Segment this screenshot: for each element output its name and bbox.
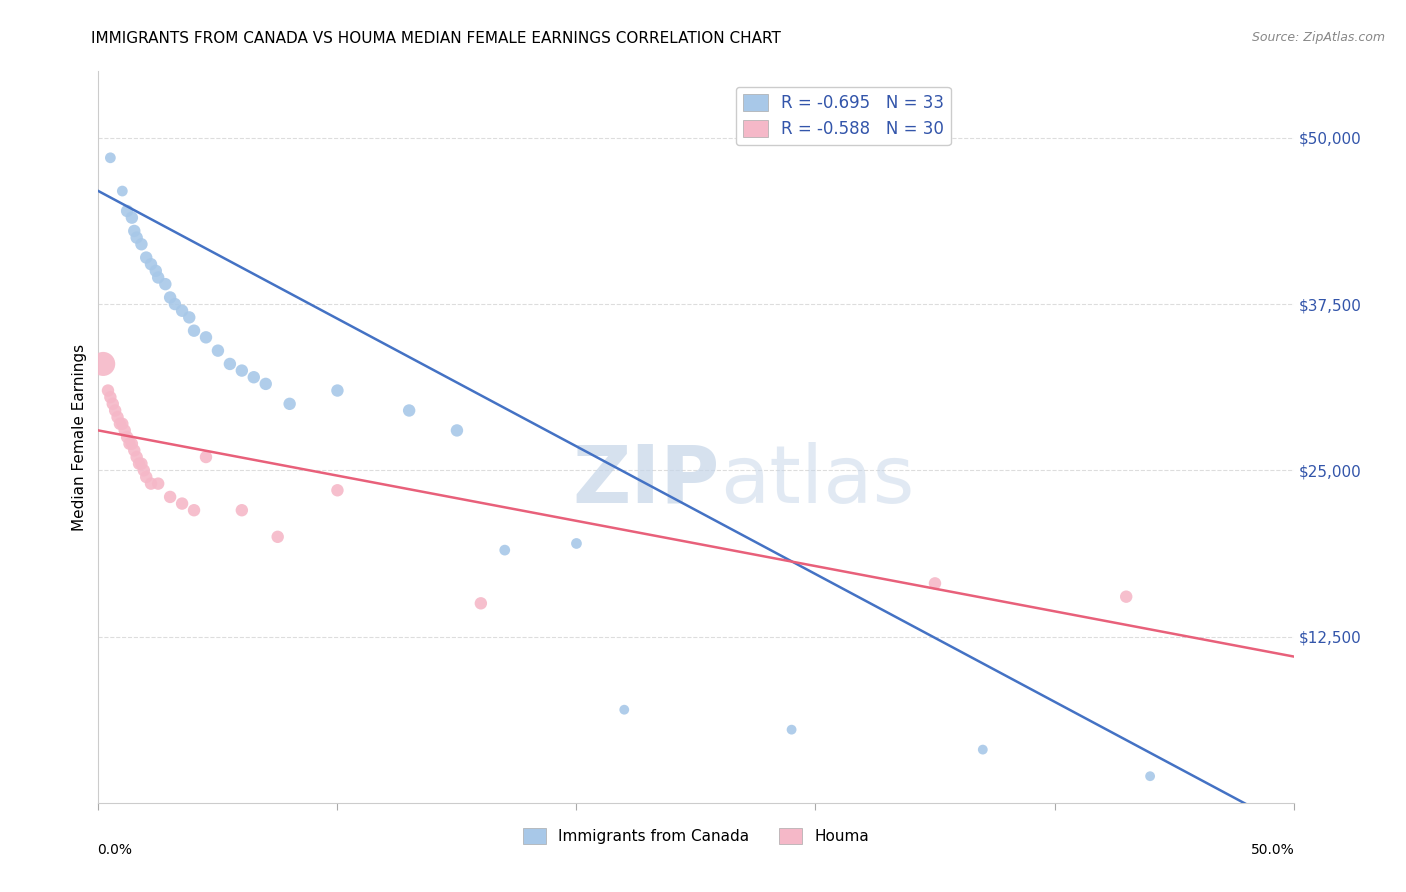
Point: [183, 503, 205, 517]
Point: [172, 303, 194, 318]
Point: [131, 237, 153, 252]
Text: atlas: atlas: [720, 442, 914, 520]
Text: Source: ZipAtlas.com: Source: ZipAtlas.com: [1251, 31, 1385, 45]
Point: [179, 310, 201, 325]
Point: [195, 330, 218, 344]
Point: [124, 443, 146, 458]
Point: [231, 363, 253, 377]
Point: [1139, 769, 1161, 783]
Point: [470, 596, 492, 610]
Point: [183, 324, 205, 338]
Point: [145, 264, 167, 278]
Point: [231, 503, 253, 517]
Point: [111, 417, 134, 431]
Point: [132, 463, 155, 477]
Point: [107, 410, 129, 425]
Point: [565, 536, 588, 550]
Point: [398, 403, 420, 417]
Point: [104, 403, 127, 417]
Point: [121, 436, 143, 450]
Point: [98, 151, 122, 165]
Point: [118, 436, 141, 450]
Point: [108, 417, 131, 431]
Point: [1115, 590, 1137, 604]
Point: [243, 370, 266, 384]
Point: [278, 397, 301, 411]
Text: 0.0%: 0.0%: [97, 843, 132, 857]
Point: [114, 424, 136, 438]
Point: [128, 457, 150, 471]
Point: [148, 476, 170, 491]
Point: [219, 357, 242, 371]
Point: [135, 251, 157, 265]
Point: [135, 470, 157, 484]
Point: [446, 424, 468, 438]
Point: [163, 297, 186, 311]
Point: [613, 703, 636, 717]
Point: [159, 490, 181, 504]
Point: [326, 483, 349, 498]
Point: [155, 277, 177, 292]
Point: [267, 530, 290, 544]
Point: [780, 723, 803, 737]
Point: [148, 270, 170, 285]
Point: [97, 384, 120, 398]
Point: [326, 384, 349, 398]
Point: [494, 543, 516, 558]
Point: [121, 211, 143, 225]
Point: [195, 450, 218, 464]
Point: [207, 343, 229, 358]
Point: [101, 397, 124, 411]
Point: [972, 742, 994, 756]
Point: [131, 457, 153, 471]
Point: [924, 576, 946, 591]
Point: [125, 450, 148, 464]
Text: ZIP: ZIP: [572, 442, 720, 520]
Point: [98, 390, 122, 404]
Text: 50.0%: 50.0%: [1251, 843, 1295, 857]
Text: IMMIGRANTS FROM CANADA VS HOUMA MEDIAN FEMALE EARNINGS CORRELATION CHART: IMMIGRANTS FROM CANADA VS HOUMA MEDIAN F…: [91, 31, 782, 46]
Point: [91, 357, 114, 371]
Point: [111, 184, 134, 198]
Point: [124, 224, 146, 238]
Point: [115, 204, 138, 219]
Point: [139, 257, 162, 271]
Y-axis label: Median Female Earnings: Median Female Earnings: [72, 343, 87, 531]
Legend: Immigrants from Canada, Houma: Immigrants from Canada, Houma: [516, 822, 876, 850]
Point: [125, 230, 148, 244]
Point: [159, 290, 181, 304]
Point: [254, 376, 277, 391]
Point: [172, 497, 194, 511]
Point: [139, 476, 162, 491]
Point: [115, 430, 138, 444]
